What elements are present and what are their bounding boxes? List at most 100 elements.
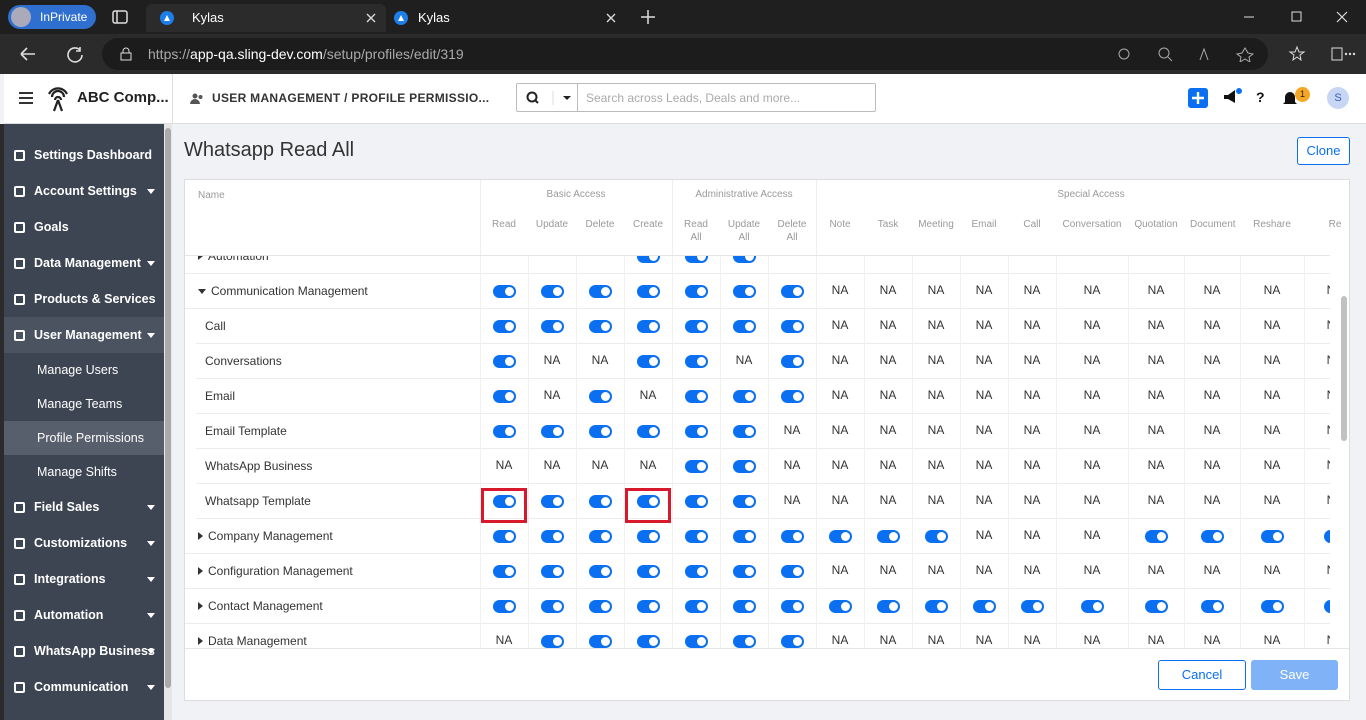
toggle[interactable] (1261, 530, 1284, 543)
toggle[interactable] (1324, 530, 1330, 543)
tab[interactable]: Kylas (146, 4, 386, 32)
toggle[interactable] (781, 285, 804, 298)
expand-caret[interactable] (198, 532, 203, 540)
toggle[interactable] (1021, 600, 1044, 613)
toggle[interactable] (733, 460, 756, 473)
toggle[interactable] (781, 355, 804, 368)
toggle[interactable] (685, 600, 708, 613)
sidebar-item[interactable]: Field Sales (4, 489, 164, 525)
sidebar-item[interactable]: Settings Dashboard (4, 137, 164, 173)
sidebar-item[interactable]: Customizations (4, 525, 164, 561)
toggle[interactable] (685, 425, 708, 438)
toggle[interactable] (637, 600, 660, 613)
toggle[interactable] (733, 285, 756, 298)
sidebar-item[interactable]: User Management (4, 317, 164, 353)
toggle[interactable] (637, 425, 660, 438)
toggle[interactable] (781, 530, 804, 543)
sidebar-item[interactable]: Goals (4, 209, 164, 245)
toggle[interactable] (493, 530, 516, 543)
tab-icon[interactable] (112, 10, 128, 24)
toggle[interactable] (1081, 600, 1104, 613)
bell-icon[interactable] (1282, 90, 1298, 106)
toggle[interactable] (541, 320, 564, 333)
toggle[interactable] (493, 600, 516, 613)
save-button[interactable]: Save (1251, 660, 1338, 690)
toggle[interactable] (685, 320, 708, 333)
expand-caret[interactable] (198, 602, 203, 610)
toggle[interactable] (733, 390, 756, 403)
toggle[interactable] (1261, 600, 1284, 613)
toggle[interactable] (493, 565, 516, 578)
toggle[interactable] (877, 600, 900, 613)
announce-icon[interactable] (1222, 87, 1244, 107)
expand-caret[interactable] (198, 567, 203, 575)
toggle[interactable] (829, 600, 852, 613)
toggle[interactable] (733, 495, 756, 508)
expand-caret[interactable] (198, 289, 206, 294)
toggle[interactable] (637, 320, 660, 333)
toggle[interactable] (973, 600, 996, 613)
toggle[interactable] (733, 425, 756, 438)
toggle[interactable] (781, 600, 804, 613)
toggle[interactable] (493, 390, 516, 403)
toggle[interactable] (637, 495, 660, 508)
toggle[interactable] (589, 635, 612, 648)
sidebar-item[interactable]: Automation (4, 597, 164, 633)
add-button[interactable] (1188, 88, 1208, 108)
sidebar-item[interactable]: Manage Users (4, 353, 164, 387)
toggle[interactable] (685, 530, 708, 543)
help[interactable]: ? (1256, 89, 1265, 105)
toggle[interactable] (733, 320, 756, 333)
toggle[interactable] (637, 635, 660, 648)
toggle[interactable] (685, 355, 708, 368)
toggle[interactable] (733, 565, 756, 578)
toggle[interactable] (637, 285, 660, 298)
toggle[interactable] (589, 285, 612, 298)
tab[interactable]: Kylas (386, 4, 626, 32)
toggle[interactable] (589, 320, 612, 333)
toggle[interactable] (589, 390, 612, 403)
toggle[interactable] (589, 530, 612, 543)
toggle[interactable] (685, 390, 708, 403)
sidebar-item[interactable]: Communication (4, 669, 164, 705)
toggle[interactable] (541, 635, 564, 648)
toggle[interactable] (1145, 530, 1168, 543)
toggle[interactable] (493, 320, 516, 333)
search-box[interactable]: Search across Leads, Deals and more... (516, 83, 876, 112)
toggle[interactable] (829, 530, 852, 543)
toggle[interactable] (685, 285, 708, 298)
toggle[interactable] (589, 600, 612, 613)
inprivate-badge[interactable]: InPrivate (8, 5, 96, 29)
toggle[interactable] (925, 600, 948, 613)
toggle[interactable] (685, 460, 708, 473)
toggle[interactable] (541, 600, 564, 613)
toggle[interactable] (685, 256, 708, 263)
avatar[interactable]: S (1327, 87, 1349, 109)
toggle[interactable] (637, 530, 660, 543)
sidebar-item[interactable]: Products & Services (4, 281, 164, 317)
toggle[interactable] (781, 320, 804, 333)
toggle[interactable] (637, 256, 660, 263)
toggle[interactable] (493, 355, 516, 368)
sidebar-item[interactable]: Manage Shifts (4, 455, 164, 489)
toggle[interactable] (541, 565, 564, 578)
toggle[interactable] (733, 600, 756, 613)
new-tab[interactable] (640, 9, 656, 25)
expand-caret[interactable] (198, 637, 203, 645)
toggle[interactable] (781, 390, 804, 403)
sidebar-item[interactable]: Account Settings (4, 173, 164, 209)
toggle[interactable] (733, 530, 756, 543)
toggle[interactable] (877, 530, 900, 543)
sidebar-item[interactable]: Integrations (4, 561, 164, 597)
menu-button[interactable] (18, 90, 34, 106)
toggle[interactable] (781, 635, 804, 648)
toggle[interactable] (589, 495, 612, 508)
toggle[interactable] (1145, 600, 1168, 613)
toggle[interactable] (925, 530, 948, 543)
toggle[interactable] (1201, 600, 1224, 613)
toggle[interactable] (781, 565, 804, 578)
nav-buttons[interactable] (18, 45, 88, 63)
toggle[interactable] (1324, 600, 1330, 613)
toggle[interactable] (685, 495, 708, 508)
toggle[interactable] (589, 565, 612, 578)
